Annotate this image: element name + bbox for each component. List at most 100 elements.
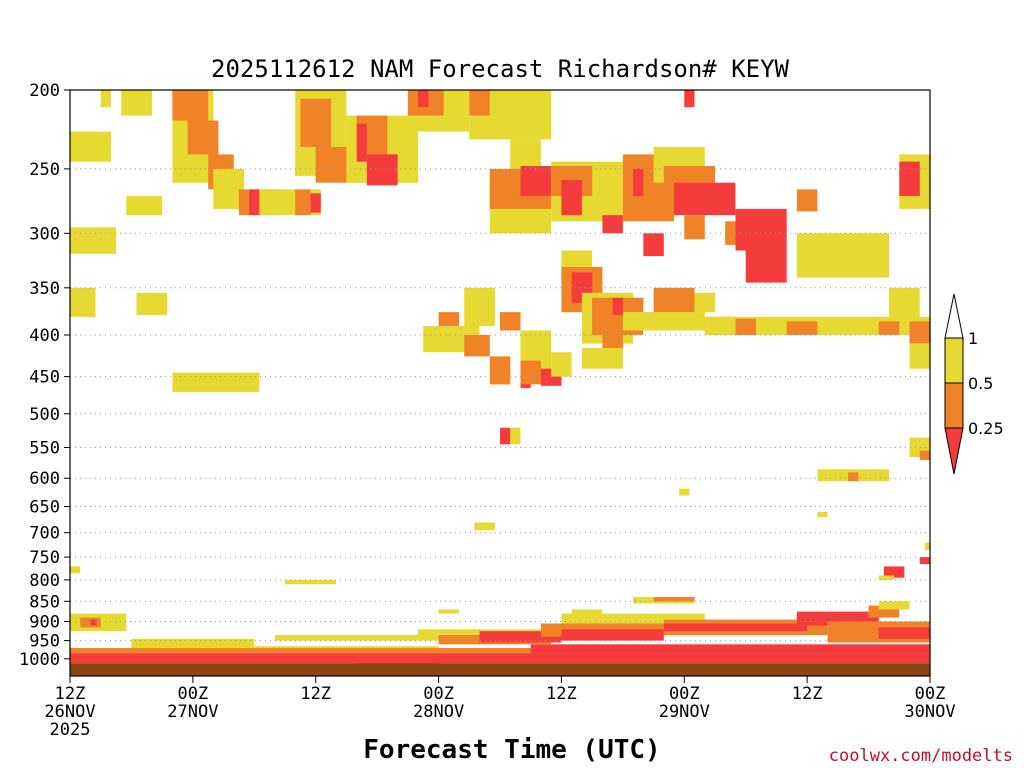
patch-yellow-96 (878, 575, 895, 580)
patch-yellow-30 (510, 139, 541, 169)
patch-yellow-101 (438, 609, 460, 614)
x-tick-label-0-0: 12Z (55, 684, 86, 704)
color-legend: 1 0.5 0.25 (944, 293, 1004, 475)
y-axis: 200 250 300 350 400 450 500 550 600 650 700 750 8008… (19, 81, 70, 670)
patch-yellow-31 (464, 287, 495, 326)
y-tick-label-350: 350 (29, 279, 60, 299)
legend-label-0: 1 (968, 329, 978, 348)
patch-yellow-106 (131, 638, 255, 648)
patch-red-127 (356, 655, 439, 664)
patch-yellow-119 (878, 601, 910, 610)
patch-red-64 (684, 90, 695, 108)
patch-yellow-44 (551, 352, 572, 377)
patch-orange-10 (187, 120, 219, 155)
patch-yellow-6 (136, 292, 168, 315)
patch-red-24 (366, 154, 398, 186)
y-tick-label-300: 300 (29, 224, 60, 244)
chart-title: 2025112612 NAM Forecast Richardson# KEYW (211, 55, 790, 83)
patch-red-85 (500, 427, 511, 445)
patch-orange-9 (172, 90, 209, 121)
patch-orange-75 (786, 321, 818, 335)
patch-yellow-90 (679, 488, 690, 496)
patch-yellow-102 (571, 609, 603, 614)
y-tick-label-750: 750 (29, 548, 60, 568)
patch-orange-100 (653, 597, 695, 602)
patch-orange-34 (464, 335, 490, 357)
x-tick-label-5-1: 29NOV (659, 702, 710, 722)
patch-yellow-56 (622, 312, 705, 331)
patch-yellow-12 (213, 168, 244, 209)
patch-red-105 (90, 619, 97, 626)
patch-orange-29 (469, 90, 490, 116)
patch-yellow-58 (581, 348, 623, 369)
patch-red-79 (899, 161, 920, 196)
y-tick-label-500: 500 (29, 405, 60, 425)
patch-orange-32 (438, 312, 460, 329)
y-tick-label-550: 550 (29, 439, 60, 459)
legend-swatch-1 (944, 382, 964, 429)
patch-orange-19 (300, 98, 332, 147)
credit-text[interactable]: coolwx.com/modelts (829, 746, 1013, 766)
y-tick-label-200: 200 (29, 81, 60, 101)
x-tick-label-4-0: 12Z (546, 684, 577, 704)
y-tick-label-950: 950 (29, 632, 60, 652)
x-axis-label: Forecast Time (UTC) (363, 735, 660, 765)
patch-red-116 (663, 623, 808, 632)
legend-swatch-2 (944, 427, 964, 475)
patch-orange-42 (520, 360, 541, 385)
patch-red-70 (735, 208, 787, 251)
plot-area (69, 89, 931, 677)
patch-red-124 (70, 653, 930, 664)
patch-yellow-98 (285, 579, 337, 585)
y-tick-label-600: 600 (29, 469, 60, 489)
legend-label-2: 0.25 (968, 419, 1004, 438)
patch-red-27 (418, 90, 429, 108)
plot-frame (69, 89, 931, 677)
y-tick-label-1000: 1000 (19, 650, 60, 670)
x-tick-label-0-2: 2025 (50, 720, 91, 740)
patch-yellow-83 (909, 343, 930, 369)
patch-yellow-93 (924, 542, 930, 550)
x-tick-label-6-0: 12Z (792, 684, 823, 704)
x-tick-label-2-0: 12Z (300, 684, 331, 704)
patch-orange-35 (489, 356, 511, 385)
patch-red-111 (479, 631, 562, 643)
patch-red-48 (602, 215, 623, 234)
patch-yellow-2 (70, 287, 96, 317)
y-tick-label-250: 250 (29, 160, 60, 180)
patch-orange-89 (848, 472, 859, 482)
patch-red-63 (643, 233, 664, 257)
patch-orange-82 (909, 321, 930, 344)
patch-orange-72 (796, 189, 818, 212)
gridlines (70, 168, 930, 642)
patch-orange-74 (735, 318, 756, 335)
patch-red-65 (674, 182, 736, 216)
x-tick-label-7-1: 30NOV (904, 702, 955, 722)
legend-label-1: 0.5 (968, 374, 993, 393)
y-tick-label-400: 400 (29, 326, 60, 346)
patch-red-71 (745, 250, 787, 283)
patch-yellow-0 (70, 131, 111, 162)
patch-red-47 (561, 180, 582, 216)
y-tick-label-450: 450 (29, 368, 60, 388)
patch-orange-66 (684, 215, 705, 240)
patch-orange-40 (500, 312, 521, 331)
patch-yellow-84 (510, 427, 521, 445)
patch-yellow-4 (121, 90, 152, 116)
patch-yellow-77 (796, 233, 889, 278)
patch-yellow-126 (274, 635, 419, 641)
patch-orange-16 (295, 189, 311, 216)
patch-orange-57 (602, 330, 623, 353)
x-tick-label-0-1: 26NOV (44, 702, 95, 722)
patch-red-94 (919, 557, 930, 565)
x-tick-label-5-0: 00Z (669, 684, 700, 704)
patch-orange-123 (70, 648, 930, 657)
legend-top-triangle (944, 293, 964, 339)
patch-yellow-7 (172, 372, 260, 392)
patch-red-114 (561, 629, 664, 641)
x-tick-label-3-1: 28NOV (413, 702, 464, 722)
patch-red-17 (310, 193, 321, 213)
patch-red-23 (356, 123, 367, 162)
